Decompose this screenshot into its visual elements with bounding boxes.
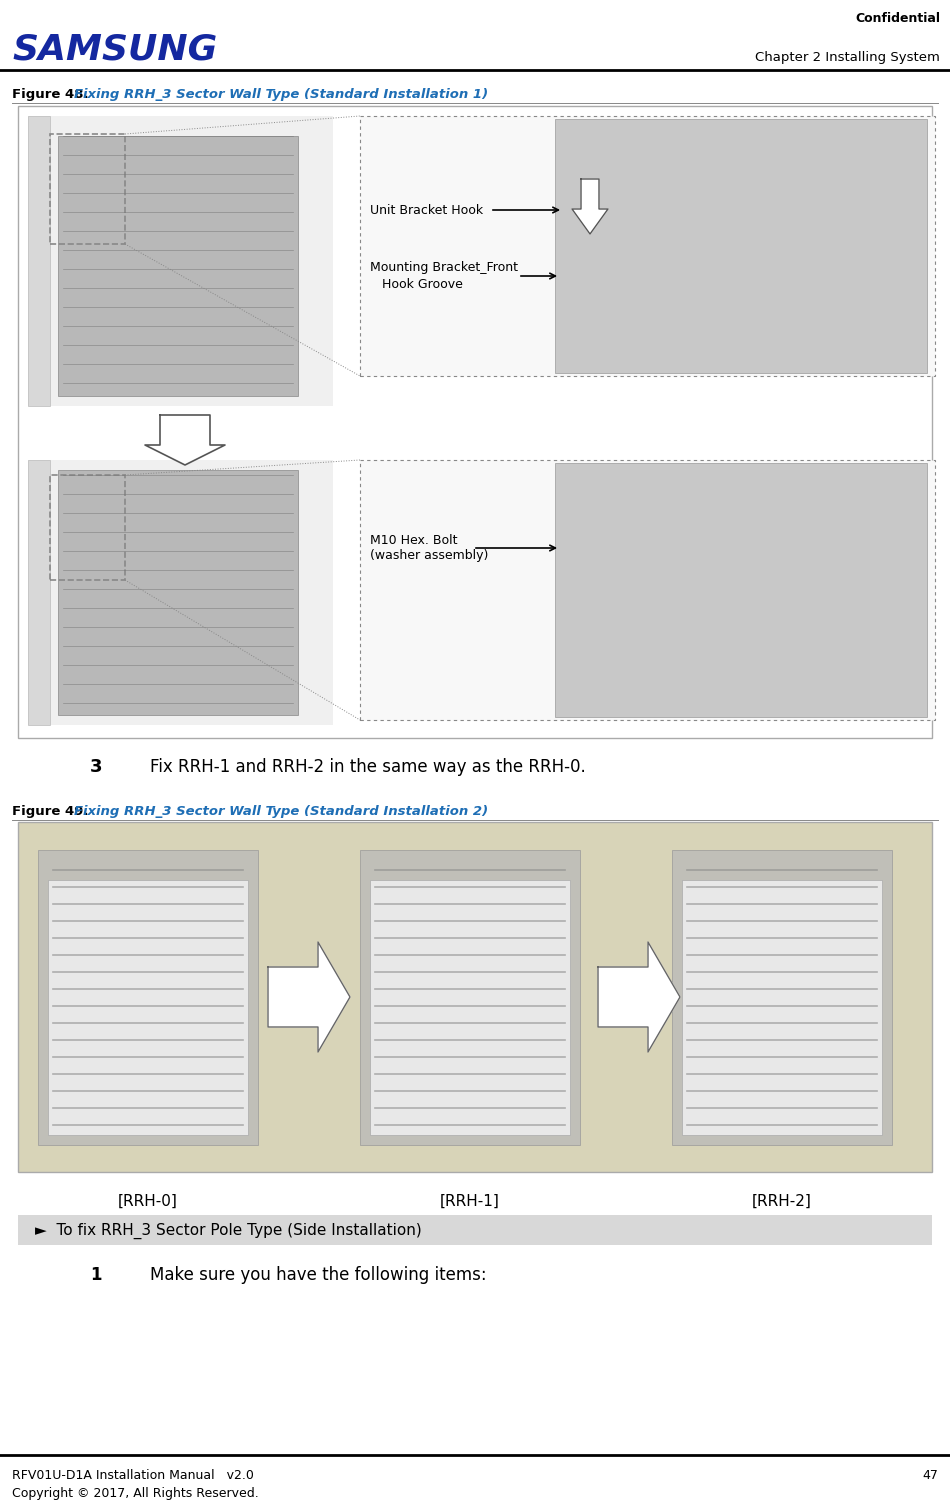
Text: [RRH-1]: [RRH-1] bbox=[440, 1193, 500, 1208]
Text: SAMSUNG: SAMSUNG bbox=[12, 33, 218, 68]
Bar bbox=[370, 880, 570, 1135]
Bar bbox=[58, 470, 298, 714]
Bar bbox=[28, 116, 333, 405]
Text: M10 Hex. Bolt: M10 Hex. Bolt bbox=[370, 533, 458, 546]
Bar bbox=[48, 880, 248, 1135]
Bar bbox=[18, 107, 932, 738]
Text: (washer assembly): (washer assembly) bbox=[370, 549, 488, 563]
Bar bbox=[672, 850, 892, 1145]
Text: Unit Bracket Hook: Unit Bracket Hook bbox=[370, 204, 484, 216]
Bar bbox=[18, 1214, 932, 1244]
Text: Hook Groove: Hook Groove bbox=[382, 278, 463, 291]
Bar bbox=[28, 116, 50, 405]
Bar bbox=[360, 459, 935, 720]
Text: Make sure you have the following items:: Make sure you have the following items: bbox=[150, 1265, 486, 1283]
Polygon shape bbox=[268, 943, 350, 1052]
Text: [RRH-2]: [RRH-2] bbox=[752, 1193, 812, 1208]
Text: 1: 1 bbox=[90, 1265, 102, 1283]
Text: Chapter 2 Installing System: Chapter 2 Installing System bbox=[755, 51, 940, 65]
Text: Fixing RRH_3 Sector Wall Type (Standard Installation 2): Fixing RRH_3 Sector Wall Type (Standard … bbox=[74, 805, 488, 818]
Text: 47: 47 bbox=[922, 1469, 938, 1481]
Polygon shape bbox=[145, 414, 225, 465]
Text: RFV01U-D1A Installation Manual   v2.0: RFV01U-D1A Installation Manual v2.0 bbox=[12, 1469, 254, 1481]
Polygon shape bbox=[598, 943, 680, 1052]
Text: Figure 48.: Figure 48. bbox=[12, 89, 93, 101]
Bar bbox=[28, 459, 50, 725]
Text: Figure 49.: Figure 49. bbox=[12, 805, 93, 818]
Bar bbox=[682, 880, 882, 1135]
Bar bbox=[555, 462, 927, 717]
Polygon shape bbox=[572, 179, 608, 234]
Bar bbox=[360, 850, 580, 1145]
Bar bbox=[58, 137, 298, 396]
Text: Fixing RRH_3 Sector Wall Type (Standard Installation 1): Fixing RRH_3 Sector Wall Type (Standard … bbox=[74, 89, 488, 101]
Text: Copyright © 2017, All Rights Reserved.: Copyright © 2017, All Rights Reserved. bbox=[12, 1487, 258, 1499]
Bar bbox=[38, 850, 258, 1145]
Text: ►  To fix RRH_3 Sector Pole Type (Side Installation): ► To fix RRH_3 Sector Pole Type (Side In… bbox=[35, 1223, 422, 1240]
Text: 3: 3 bbox=[90, 758, 103, 776]
Bar bbox=[28, 459, 333, 725]
Bar bbox=[50, 134, 125, 245]
Bar bbox=[360, 116, 935, 375]
Text: Mounting Bracket_Front: Mounting Bracket_Front bbox=[370, 261, 518, 275]
Text: [RRH-0]: [RRH-0] bbox=[118, 1193, 178, 1208]
Text: Confidential: Confidential bbox=[855, 12, 940, 26]
Bar bbox=[50, 474, 125, 579]
Bar bbox=[18, 823, 932, 1172]
Bar bbox=[555, 119, 927, 374]
Text: Fix RRH-1 and RRH-2 in the same way as the RRH-0.: Fix RRH-1 and RRH-2 in the same way as t… bbox=[150, 758, 586, 776]
